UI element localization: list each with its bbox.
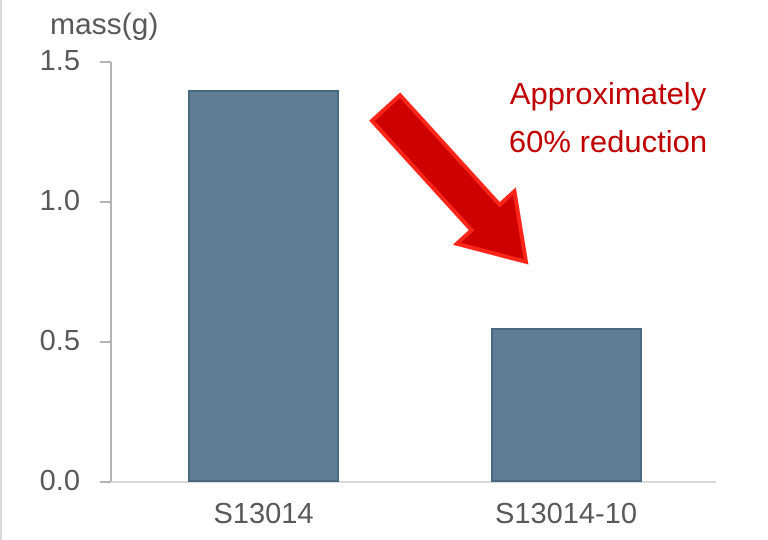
y-tick-label: 0.5 (39, 325, 80, 357)
y-axis-line (110, 62, 112, 482)
y-tick-mark (100, 201, 111, 203)
y-tick-mark (100, 61, 111, 63)
y-axis-title: mass(g) (50, 8, 159, 41)
reduction-annotation: Approximately 60% reduction (476, 70, 740, 166)
x-category-label: S13014 (213, 498, 314, 530)
annotation-line-1: Approximately (509, 76, 707, 111)
bar-S13014 (188, 90, 339, 482)
y-tick-label: 1.0 (39, 185, 80, 217)
x-axis-line (110, 481, 716, 483)
y-tick-mark (100, 341, 111, 343)
y-tick-label: 0.0 (39, 465, 80, 497)
annotation-line-2: 60% reduction (508, 124, 708, 159)
bar-S13014-10 (490, 328, 642, 482)
y-tick-mark (100, 481, 111, 483)
y-tick-label: 1.5 (39, 45, 80, 77)
x-category-label: S13014-10 (495, 498, 637, 530)
